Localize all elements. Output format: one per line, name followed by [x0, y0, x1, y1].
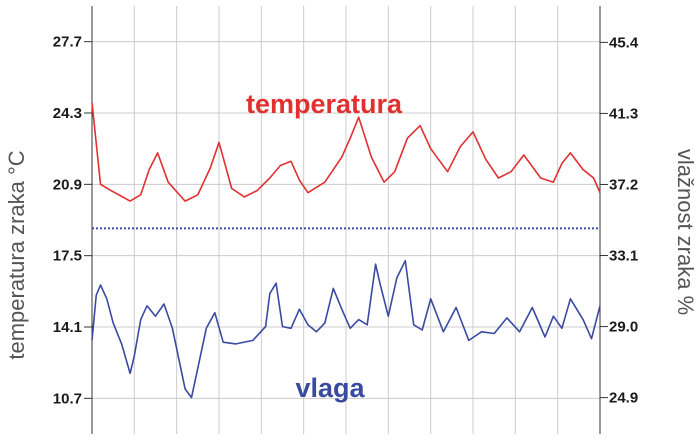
right-tick-label: 45.4 [609, 34, 639, 51]
right-tick-label: 33.1 [609, 248, 638, 265]
right-tick-labels: 45.4 41.3 37.2 33.1 29.0 24.9 [600, 34, 639, 407]
left-tick-labels: 27.7 24.3 20.9 17.5 14.1 10.7 [53, 34, 92, 407]
plot-frame [91, 6, 601, 434]
left-tick-label: 10.7 [53, 390, 82, 407]
left-tick-label: 14.1 [53, 319, 82, 336]
right-tick-label: 24.9 [609, 390, 638, 407]
series-label-vlaga: vlaga [295, 373, 365, 403]
series-label-temperatura: temperatura [246, 89, 403, 119]
left-axis-title: temperatura zraka °C [4, 150, 29, 359]
right-tick-label: 29.0 [609, 319, 638, 336]
series-group [91, 102, 601, 399]
series-line-temperatura [91, 102, 601, 202]
series-line-vlaga [91, 259, 601, 399]
right-tick-label: 41.3 [609, 105, 638, 122]
left-tick-label: 27.7 [53, 34, 82, 51]
right-axis-title: vlažnost zraka % [673, 149, 698, 315]
left-tick-label: 17.5 [53, 248, 82, 265]
left-tick-label: 24.3 [53, 105, 82, 122]
left-tick-label: 20.9 [53, 176, 82, 193]
grid [91, 6, 601, 434]
right-tick-label: 37.2 [609, 176, 638, 193]
